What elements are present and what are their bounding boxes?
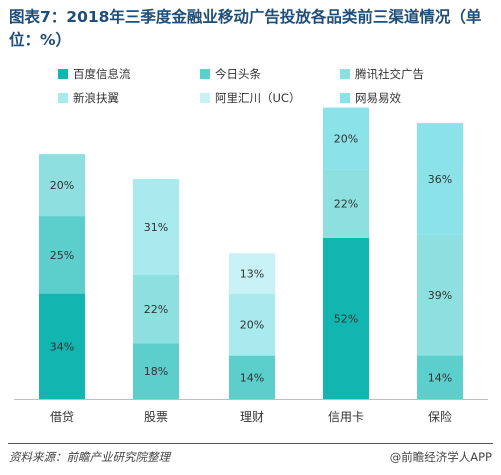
legend-swatch <box>200 69 210 79</box>
data-label: 13% <box>240 267 264 280</box>
bar-segment <box>39 154 85 217</box>
legend-item-5: 网易易效 <box>340 90 401 106</box>
data-label: 31% <box>144 221 168 234</box>
bar-segment <box>323 107 369 170</box>
bar-segment <box>39 216 85 294</box>
legend-item-2: 腾讯社交广告 <box>340 66 424 82</box>
footer: 资料来源：前瞻产业研究院整理 @前瞻经济学人APP <box>0 443 501 475</box>
bar-segment <box>323 237 369 399</box>
bar-segment <box>417 234 463 356</box>
bar-segment <box>133 275 179 344</box>
category-label: 保险 <box>428 409 452 424</box>
bar-segment <box>39 293 85 399</box>
data-label: 20% <box>240 319 264 332</box>
data-label: 39% <box>428 289 452 302</box>
legend-swatch <box>200 93 210 103</box>
category-label: 股票 <box>144 410 168 424</box>
legend-item-1: 今日头条 <box>200 66 261 82</box>
category-label: 信用卡 <box>328 410 364 424</box>
category-label: 理财 <box>240 410 264 424</box>
data-label: 14% <box>240 371 264 384</box>
data-label: 52% <box>334 312 358 325</box>
data-label: 18% <box>144 365 168 378</box>
stacked-bar-chart: 34% 25% 20% 借贷 18% 22% 31% 股票 14% 20% 13% 理财 52% 22% 2… <box>14 107 488 424</box>
data-label: 34% <box>50 340 74 353</box>
legend-swatch <box>58 69 68 79</box>
legend-label: 百度信息流 <box>73 67 131 81</box>
data-label: 20% <box>334 133 358 146</box>
chart-title: 图表7：2018年三季度金融业移动广告投放各品类前三渠道情况（单位：%） <box>9 8 482 49</box>
legend-swatch <box>340 69 350 79</box>
data-label: 22% <box>144 303 168 316</box>
data-label: 25% <box>50 249 74 262</box>
brand-credit: @前瞻经济学人APP <box>389 450 492 464</box>
data-label: 20% <box>50 179 74 192</box>
legend-label: 新浪扶翼 <box>73 91 119 105</box>
data-label: 36% <box>428 173 452 186</box>
legend-label: 网易易效 <box>355 91 401 105</box>
data-label: 22% <box>334 198 358 211</box>
source-note: 资料来源：前瞻产业研究院整理 <box>9 450 170 464</box>
bar-segment <box>229 355 275 399</box>
legend-label: 腾讯社交广告 <box>355 67 424 81</box>
legend-item-4: 阿里汇川（UC） <box>200 90 300 106</box>
bar-segment <box>229 293 275 356</box>
bar-segment <box>229 253 275 294</box>
legend-item-0: 百度信息流 <box>58 66 131 82</box>
legend-swatch <box>58 93 68 103</box>
bar-segment <box>417 123 463 235</box>
bar-segment <box>417 355 463 399</box>
legend-label: 今日头条 <box>215 67 261 81</box>
bar-segment <box>133 178 179 275</box>
data-label: 14% <box>428 371 452 384</box>
category-label: 借贷 <box>50 410 74 424</box>
legend-swatch <box>340 93 350 103</box>
bar-segment <box>323 169 369 238</box>
legend-item-3: 新浪扶翼 <box>58 90 119 106</box>
bar-segment <box>133 343 179 399</box>
footer-divider <box>8 443 493 444</box>
legend-label: 阿里汇川（UC） <box>215 91 301 105</box>
